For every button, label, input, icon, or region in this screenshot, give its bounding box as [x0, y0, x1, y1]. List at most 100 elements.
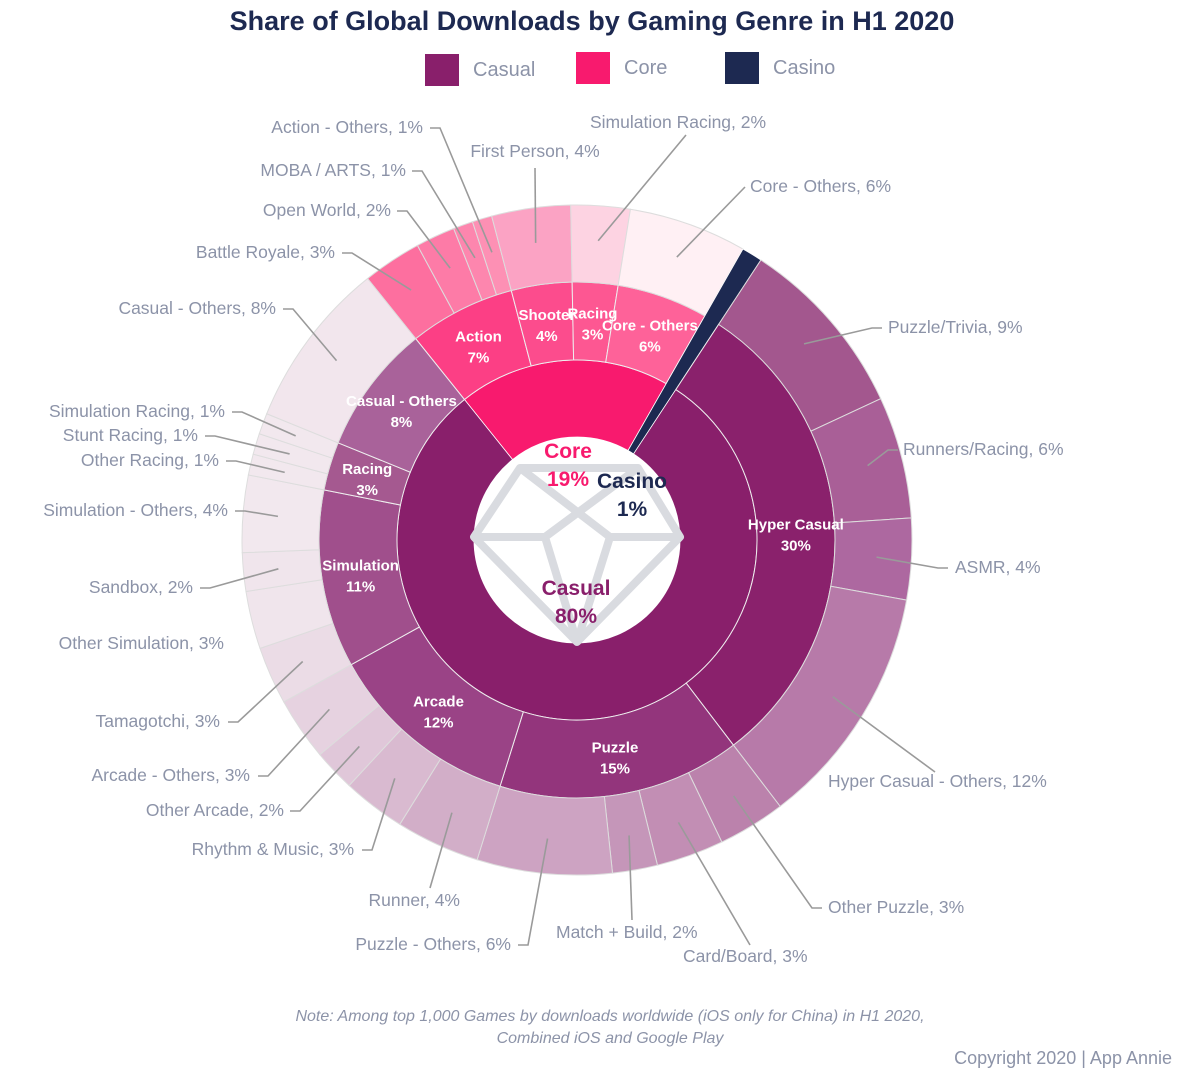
outer-label: Arcade - Others, 3%: [91, 765, 250, 785]
leader-line: [258, 708, 330, 777]
outer-label: Stunt Racing, 1%: [63, 425, 198, 445]
outer-label: First Person, 4%: [470, 141, 599, 161]
inner-label-value: 4%: [536, 328, 558, 345]
leader-line: [732, 795, 822, 909]
leader-line: [412, 170, 476, 259]
leader-line: [518, 838, 549, 946]
inner-label-name: Hyper Casual: [748, 516, 844, 533]
inner-label-name: Racing: [342, 461, 392, 478]
inner-label-value: 15%: [600, 761, 630, 778]
leader-line: [429, 812, 453, 889]
leader-line: [342, 252, 412, 291]
outer-label: Open World, 2%: [263, 200, 391, 220]
leader-line: [832, 696, 936, 773]
outer-label: MOBA / ARTS, 1%: [260, 160, 406, 180]
outer-label: Simulation Racing, 2%: [590, 112, 766, 132]
segments: [241, 204, 913, 876]
outer-label: Match + Build, 2%: [556, 922, 698, 942]
outer-label: Other Puzzle, 3%: [828, 897, 964, 917]
outer-label: Core - Others, 6%: [750, 176, 891, 196]
outer-label: Card/Board, 3%: [683, 946, 808, 966]
inner-label-name: Casual - Others: [346, 393, 457, 410]
inner-label-value: 3%: [356, 482, 378, 499]
leader-line: [628, 835, 633, 921]
leader-line: [232, 411, 296, 437]
inner-label-name: Action: [455, 328, 502, 345]
leader-line: [597, 134, 687, 242]
leader-line: [205, 435, 290, 455]
leader-line: [803, 327, 882, 345]
outer-label: Other Racing, 1%: [81, 450, 219, 470]
legend-swatch-core: [576, 52, 610, 84]
leader-line: [200, 568, 279, 589]
inner-label-value: 6%: [639, 338, 661, 355]
diamond-icon: [470, 464, 684, 646]
legend-swatch-casual: [425, 54, 459, 86]
legend-label-core: Core: [624, 56, 668, 79]
legend-swatch-casino: [725, 52, 759, 84]
footnote-line-2: Combined iOS and Google Play: [496, 1030, 724, 1047]
legend-item-core: Core: [576, 52, 667, 84]
outer-label: ASMR, 4%: [955, 557, 1041, 577]
outer-label: Tamagotchi, 3%: [95, 711, 220, 731]
inner-label-value: 30%: [781, 537, 811, 554]
outer-label: Action - Others, 1%: [271, 117, 423, 137]
legend-label-casual: Casual: [473, 58, 536, 81]
outer-label: Puzzle/Trivia, 9%: [888, 317, 1023, 337]
inner-label-value: 7%: [468, 349, 490, 366]
legend-label-casino: Casino: [773, 56, 836, 79]
center-value-casual: 80%: [555, 605, 597, 628]
inner-label-value: 12%: [423, 715, 453, 732]
inner-label-value: 11%: [346, 579, 375, 596]
inner-label-value: 3%: [582, 327, 604, 344]
inner-label-name: Arcade: [413, 694, 464, 711]
copyright: Copyright 2020 | App Annie: [954, 1048, 1172, 1068]
inner-label-name: Core - Others: [602, 317, 698, 334]
center-label-core: Core: [544, 440, 592, 463]
legend-item-casino: Casino: [725, 52, 835, 84]
center-label-casual: Casual: [542, 577, 611, 600]
leader-line: [676, 186, 746, 258]
leader-line: [534, 167, 537, 243]
leader-line: [228, 660, 304, 723]
center-label-casino: Casino: [597, 470, 667, 493]
inner-label-name: Puzzle: [592, 740, 639, 757]
inner-label-name: Shooter: [518, 307, 575, 324]
chart-title: Share of Global Downloads by Gaming Genr…: [229, 6, 955, 36]
segment-outer: [476, 785, 614, 876]
leader-line: [362, 778, 396, 851]
leader-line: [430, 127, 493, 253]
outer-label: Battle Royale, 3%: [196, 242, 335, 262]
footnote: Note: Among top 1,000 Games by downloads…: [0, 1006, 1202, 1050]
segment-outer: [266, 277, 417, 444]
outer-label: Simulation Racing, 1%: [49, 401, 225, 421]
outer-label: Casual - Others, 8%: [118, 298, 276, 318]
inner-label-name: Racing: [567, 306, 617, 323]
outer-label: Puzzle - Others, 6%: [355, 934, 511, 954]
footnote-line-1: Note: Among top 1,000 Games by downloads…: [295, 1008, 925, 1025]
outer-label: Rhythm & Music, 3%: [192, 839, 354, 859]
outer-label: Runners/Racing, 6%: [903, 439, 1064, 459]
outer-label: Simulation - Others, 4%: [43, 500, 228, 520]
leader-line: [677, 821, 751, 946]
leader-line: [283, 308, 338, 362]
center-value-casino: 1%: [617, 498, 648, 521]
leader-line: [226, 460, 285, 474]
leader-line: [867, 449, 898, 467]
inner-label-name: Simulation: [322, 558, 399, 575]
outer-label: Hyper Casual - Others, 12%: [828, 771, 1047, 791]
center-value-core: 19%: [547, 468, 589, 491]
outer-label: Runner, 4%: [369, 890, 460, 910]
legend-item-casual: Casual: [425, 54, 535, 86]
outer-label: Other Simulation, 3%: [59, 633, 224, 653]
leader-line: [235, 510, 279, 518]
outer-label: Other Arcade, 2%: [146, 800, 284, 820]
leader-lines: [200, 127, 948, 946]
outer-label: Sandbox, 2%: [89, 577, 193, 597]
leader-line: [290, 745, 360, 812]
leader-line: [397, 210, 451, 269]
leader-line: [876, 556, 948, 569]
